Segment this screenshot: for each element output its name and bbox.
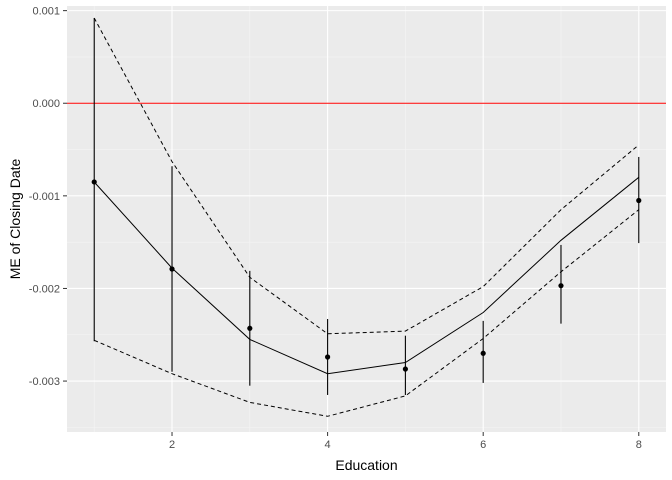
data-point	[247, 325, 253, 331]
data-point	[480, 350, 486, 356]
y-axis-title: ME of Closing Date	[7, 158, 23, 279]
series-line-bound-1	[93, 17, 640, 335]
x-tick-label: 8	[636, 439, 642, 451]
x-tick-label: 4	[325, 439, 331, 451]
data-point	[91, 179, 97, 185]
y-tick-label: -0.002	[29, 283, 60, 295]
data-point	[636, 197, 642, 204]
x-axis-title: Education	[335, 457, 397, 473]
data-point	[169, 266, 175, 272]
series-line-bound-2	[94, 209, 640, 417]
y-tick-label: -0.003	[29, 376, 60, 388]
series-line-estimate	[93, 176, 640, 375]
data-point	[402, 366, 408, 372]
y-tick-label: 0.000	[32, 98, 60, 110]
y-tick-label: -0.001	[29, 191, 60, 203]
plot-panel	[67, 6, 666, 432]
data-point	[558, 283, 564, 289]
data-point	[325, 354, 331, 360]
x-tick-label: 2	[169, 439, 175, 451]
y-tick-label: 0.001	[32, 6, 60, 18]
x-tick-label: 6	[480, 439, 486, 451]
